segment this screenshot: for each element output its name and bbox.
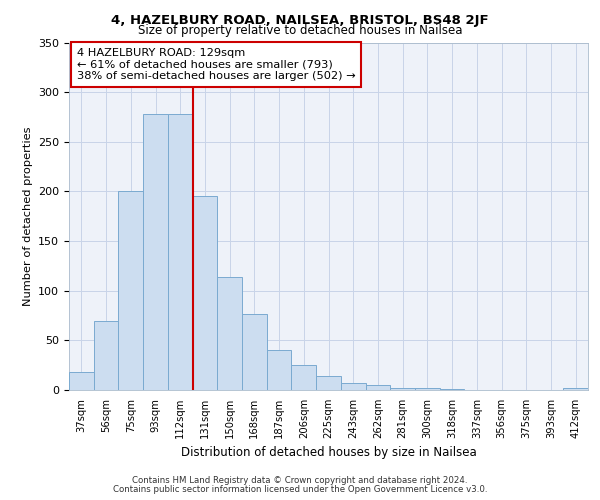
Bar (563, 388, 588, 390)
Bar (118, 192, 143, 390)
Bar (316, 376, 341, 390)
Bar (94, 322, 118, 390)
Bar (242, 314, 267, 390)
Bar (217, 277, 242, 390)
Text: Contains public sector information licensed under the Open Government Licence v3: Contains public sector information licen… (113, 485, 487, 494)
Bar (440, 389, 464, 390)
Text: Size of property relative to detached houses in Nailsea: Size of property relative to detached ho… (138, 24, 462, 37)
Bar (341, 383, 365, 390)
Text: 4, HAZELBURY ROAD, NAILSEA, BRISTOL, BS48 2JF: 4, HAZELBURY ROAD, NAILSEA, BRISTOL, BS4… (111, 14, 489, 27)
Bar (390, 388, 415, 390)
Bar (292, 365, 316, 390)
Bar (143, 114, 168, 390)
Text: Contains HM Land Registry data © Crown copyright and database right 2024.: Contains HM Land Registry data © Crown c… (132, 476, 468, 485)
Bar (193, 196, 217, 390)
Bar (365, 385, 390, 390)
Bar (168, 114, 193, 390)
Bar (415, 388, 440, 390)
Bar (267, 350, 292, 390)
Y-axis label: Number of detached properties: Number of detached properties (23, 126, 32, 306)
Bar (69, 372, 94, 390)
X-axis label: Distribution of detached houses by size in Nailsea: Distribution of detached houses by size … (181, 446, 476, 460)
Text: 4 HAZELBURY ROAD: 129sqm
← 61% of detached houses are smaller (793)
38% of semi-: 4 HAZELBURY ROAD: 129sqm ← 61% of detach… (77, 48, 355, 81)
